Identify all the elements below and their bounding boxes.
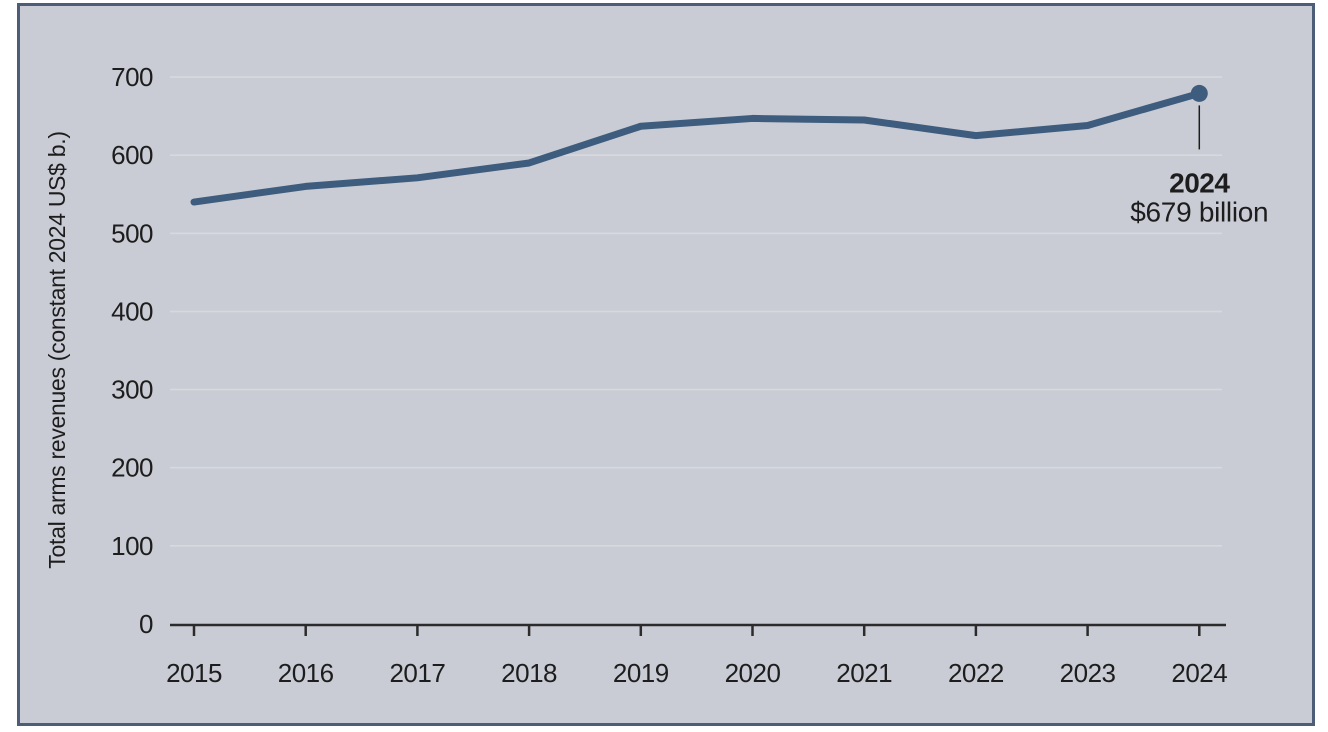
- x-axis-tick-label: 2017: [389, 658, 445, 688]
- revenue-line: [190, 89, 1203, 206]
- x-axis-tick-label: 2021: [836, 658, 892, 688]
- x-axis-tick-label: 2016: [278, 658, 334, 688]
- y-axis-tick-label: 200: [111, 453, 153, 483]
- x-axis-tick-label: 2018: [501, 658, 557, 688]
- x-axis-tick-label: 2024: [1171, 658, 1227, 688]
- x-axis-tick-label: 2020: [725, 658, 781, 688]
- y-axis-tick-label: 700: [111, 62, 153, 92]
- annotation-year-label: 2024: [1169, 167, 1230, 198]
- x-axis-tick-label: 2019: [613, 658, 669, 688]
- y-axis-tick-label: 600: [111, 140, 153, 170]
- x-axis-tick-label: 2023: [1060, 658, 1116, 688]
- y-axis-tick-label: 300: [111, 375, 153, 405]
- data-point-marker-2024: [1190, 84, 1208, 102]
- y-axis-tick-label: 400: [111, 296, 153, 326]
- x-axis-tick-label: 2015: [166, 658, 222, 688]
- x-axis-tick-label: 2022: [948, 658, 1004, 688]
- y-axis-tick-label: 100: [111, 531, 153, 561]
- y-axis-tick-label: 0: [139, 609, 153, 639]
- y-axis-tick-label: 500: [111, 218, 153, 248]
- annotation-value-label: $679 billion: [1130, 196, 1268, 227]
